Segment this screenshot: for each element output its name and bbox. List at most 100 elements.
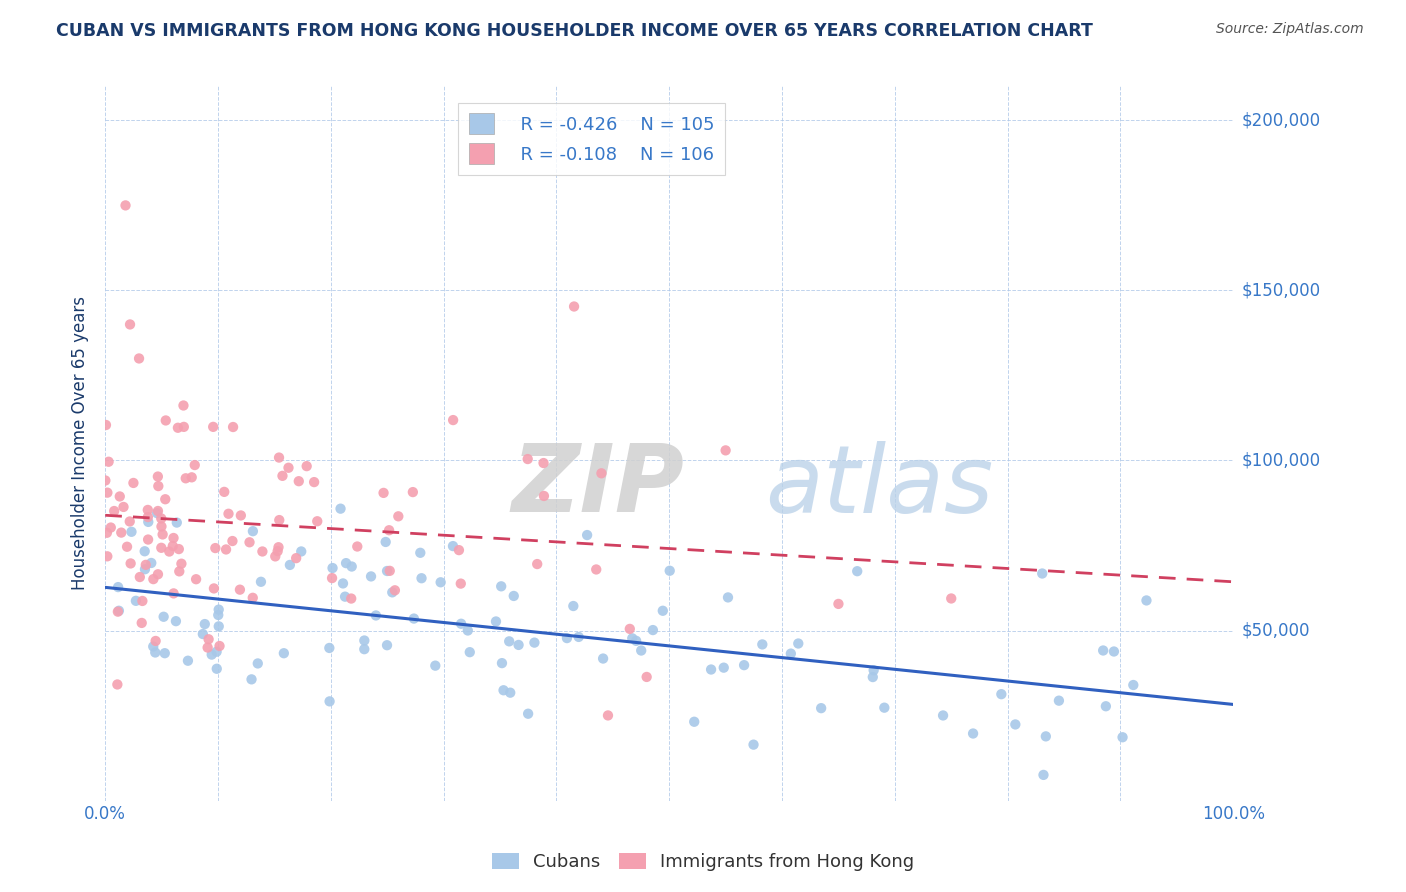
Point xyxy=(134,562,156,576)
Point xyxy=(242,524,264,538)
Point xyxy=(197,632,219,647)
Point xyxy=(360,569,382,583)
Point xyxy=(962,726,984,740)
Text: Source: ZipAtlas.com: Source: ZipAtlas.com xyxy=(1216,22,1364,37)
Point xyxy=(585,562,607,576)
Point xyxy=(180,470,202,484)
Point xyxy=(252,544,274,558)
Point xyxy=(1035,730,1057,744)
Point xyxy=(136,510,159,524)
Point xyxy=(94,417,117,432)
Point xyxy=(447,543,470,558)
Point xyxy=(153,646,176,660)
Point xyxy=(713,660,735,674)
Point xyxy=(150,519,173,533)
Point xyxy=(162,531,184,545)
Point xyxy=(1031,566,1053,581)
Point xyxy=(208,619,231,633)
Point xyxy=(425,658,447,673)
Point xyxy=(384,583,406,598)
Point xyxy=(135,558,157,572)
Point xyxy=(335,556,357,570)
Point xyxy=(295,459,318,474)
Point xyxy=(264,549,287,564)
Point xyxy=(458,645,481,659)
Text: $100,000: $100,000 xyxy=(1241,451,1320,469)
Point xyxy=(846,564,869,578)
Point xyxy=(555,631,578,645)
Point xyxy=(146,504,169,518)
Point xyxy=(502,589,524,603)
Point xyxy=(619,622,641,636)
Point xyxy=(170,557,193,571)
Point xyxy=(238,535,260,549)
Point xyxy=(94,474,117,488)
Point xyxy=(105,677,128,691)
Point xyxy=(402,611,425,625)
Point xyxy=(174,471,197,485)
Point xyxy=(340,591,363,606)
Point xyxy=(621,632,644,646)
Point xyxy=(169,565,191,579)
Point xyxy=(373,486,395,500)
Point xyxy=(146,506,169,520)
Text: CUBAN VS IMMIGRANTS FROM HONG KONG HOUSEHOLDER INCOME OVER 65 YEARS CORRELATION : CUBAN VS IMMIGRANTS FROM HONG KONG HOUSE… xyxy=(56,22,1092,40)
Text: $200,000: $200,000 xyxy=(1241,112,1320,129)
Point xyxy=(1095,699,1118,714)
Point xyxy=(533,456,555,470)
Point xyxy=(142,640,165,654)
Point xyxy=(717,591,740,605)
Point xyxy=(110,525,132,540)
Point xyxy=(103,504,125,518)
Point xyxy=(152,609,174,624)
Point xyxy=(374,535,396,549)
Point xyxy=(378,523,401,537)
Point xyxy=(146,567,169,582)
Point xyxy=(827,597,849,611)
Point xyxy=(751,637,773,651)
Point xyxy=(242,591,264,605)
Point xyxy=(526,557,548,571)
Point xyxy=(402,485,425,500)
Point xyxy=(162,586,184,600)
Point xyxy=(267,540,290,554)
Point xyxy=(508,638,530,652)
Point xyxy=(120,557,142,571)
Point xyxy=(194,617,217,632)
Point xyxy=(346,540,368,554)
Point xyxy=(118,318,141,332)
Point xyxy=(429,575,451,590)
Point xyxy=(148,479,170,493)
Point xyxy=(108,490,131,504)
Point xyxy=(779,647,801,661)
Point xyxy=(1004,717,1026,731)
Text: $50,000: $50,000 xyxy=(1241,622,1310,640)
Point xyxy=(1047,693,1070,707)
Point xyxy=(441,539,464,553)
Point xyxy=(596,708,619,723)
Point xyxy=(489,579,512,593)
Point xyxy=(658,564,681,578)
Point xyxy=(267,450,290,465)
Point xyxy=(387,509,409,524)
Point xyxy=(191,627,214,641)
Point xyxy=(375,564,398,578)
Point xyxy=(1032,768,1054,782)
Point xyxy=(533,489,555,503)
Point xyxy=(340,559,363,574)
Point xyxy=(125,594,148,608)
Point xyxy=(810,701,832,715)
Point xyxy=(1102,644,1125,658)
Text: atlas: atlas xyxy=(765,441,994,532)
Point xyxy=(516,452,538,467)
Point xyxy=(591,467,613,481)
Point xyxy=(498,634,520,648)
Point xyxy=(204,541,226,555)
Point xyxy=(134,544,156,558)
Point xyxy=(207,607,229,622)
Point xyxy=(152,527,174,541)
Point xyxy=(271,468,294,483)
Point xyxy=(131,594,153,608)
Point xyxy=(375,638,398,652)
Point xyxy=(742,738,765,752)
